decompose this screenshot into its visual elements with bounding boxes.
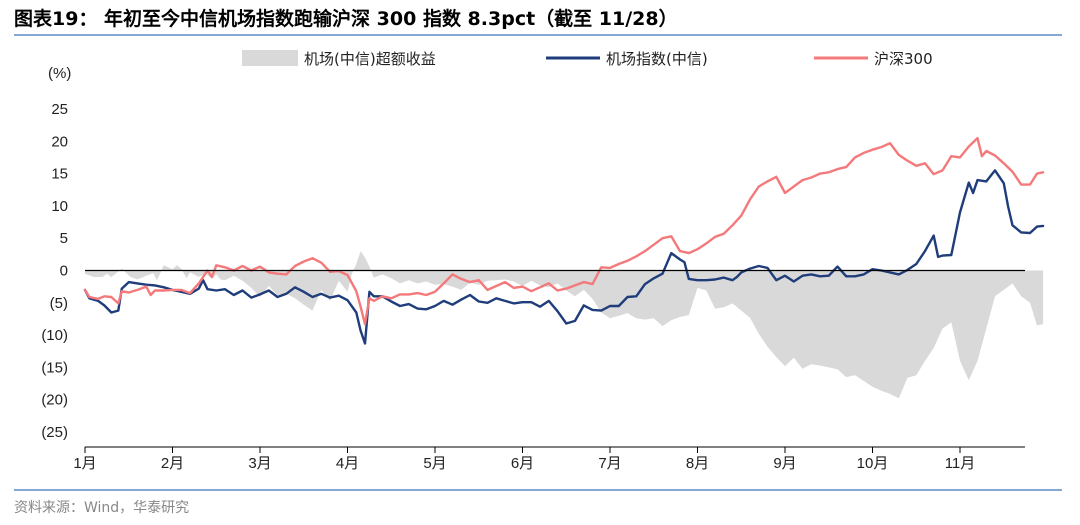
y-tick-label: (20) — [41, 392, 68, 409]
legend-swatch-excess — [242, 50, 298, 66]
y-axis-unit: (%) — [48, 65, 71, 82]
legend: 机场(中信)超额收益 机场指数(中信) 沪深300 — [242, 50, 933, 68]
legend-label-excess: 机场(中信)超额收益 — [304, 50, 436, 68]
source-note: 资料来源：Wind，华泰研究 — [14, 500, 189, 516]
x-tick-label: 11月 — [945, 455, 976, 472]
y-tick-label: 0 — [60, 263, 68, 280]
series-line-csi300 — [83, 136, 1045, 326]
y-tick-label: (15) — [41, 359, 68, 376]
y-tick-label: 5 — [60, 230, 68, 247]
y-axis-ticks: 25 20 15 10 5 0 (5) (10) (15) (20) (25) — [41, 101, 68, 441]
y-tick-label: 25 — [51, 101, 68, 118]
x-tick-label: 2月 — [161, 455, 184, 472]
x-tick-label: 7月 — [598, 455, 621, 472]
x-tick-label: 1月 — [73, 455, 96, 472]
y-tick-label: (5) — [50, 295, 68, 312]
x-tick-label: 5月 — [423, 455, 446, 472]
x-tick-label: 3月 — [248, 455, 271, 472]
y-tick-label: 20 — [51, 133, 68, 150]
x-tick-label: 10月 — [857, 455, 889, 472]
y-tick-label: 15 — [51, 166, 68, 183]
x-tick-label: 4月 — [336, 455, 359, 472]
x-tick-label: 8月 — [686, 455, 709, 472]
y-tick-label: (10) — [41, 327, 68, 344]
series-line-airport-index — [83, 169, 1045, 345]
legend-label-csi300: 沪深300 — [874, 50, 933, 68]
y-tick-label: 10 — [51, 198, 68, 215]
series-area-excess-return — [85, 251, 1044, 399]
x-tick-label: 6月 — [511, 455, 534, 472]
x-tick-label: 9月 — [773, 455, 796, 472]
y-tick-label: (25) — [41, 424, 68, 441]
chart-title: 图表19： 年初至今中信机场指数跑输沪深 300 指数 8.3pct（截至 11… — [14, 7, 678, 30]
series-layer — [83, 136, 1045, 399]
x-axis-ticks: 1月 2月 3月 4月 5月 6月 7月 8月 9月 10月 11月 — [73, 447, 975, 472]
legend-label-airport: 机场指数(中信) — [606, 50, 708, 68]
